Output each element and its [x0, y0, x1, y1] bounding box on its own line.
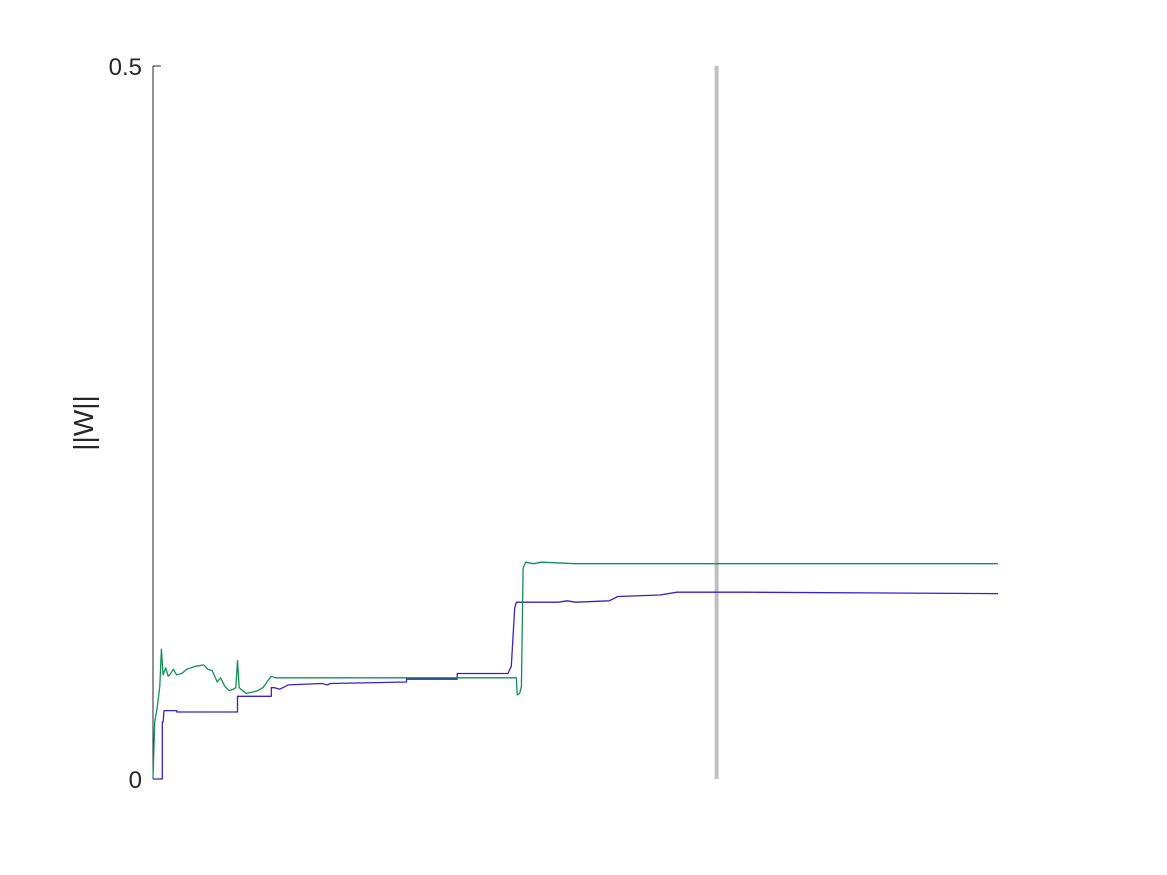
series-line-1: [153, 591, 999, 780]
axes: 00.5: [109, 54, 161, 794]
series-line-2: [152, 561, 998, 780]
y-tick-label: 0: [129, 767, 142, 794]
y-tick-label: 0.5: [109, 54, 142, 81]
y-axis-label: ||W||: [68, 395, 99, 451]
y-tick-labels: 00.5: [109, 54, 142, 794]
series-group: [152, 561, 999, 780]
